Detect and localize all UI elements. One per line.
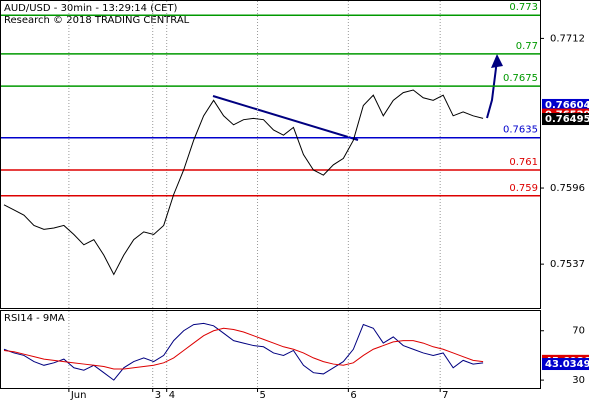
trend-line: [212, 95, 359, 141]
x-tick-label: 4: [169, 390, 175, 400]
x-tick-label: 3: [155, 390, 161, 400]
y-tick-label: 30: [572, 375, 585, 386]
x-tick-label: 6: [350, 390, 356, 400]
x-tick-label: 7: [442, 390, 448, 400]
main-frame: [0, 0, 541, 309]
price-line: [3, 322, 484, 381]
level-label: 0.759: [509, 183, 538, 194]
y-tick-label: 0.7712: [550, 33, 585, 44]
price-tag-label: 0.76495: [545, 114, 590, 125]
price-line: [3, 89, 484, 276]
price-tag: [542, 358, 589, 371]
price-tag: [542, 113, 589, 126]
x-tick-label: Jun: [70, 390, 87, 400]
y-tick-label: 0.7537: [550, 259, 585, 270]
price-tag-label: 43.0349: [545, 359, 590, 370]
level-label: 0.773: [509, 2, 538, 13]
price-line: [3, 327, 484, 370]
rsi-frame: [0, 310, 541, 389]
chart-subtitle: Research © 2018 TRADING CENTRAL: [4, 15, 190, 26]
y-tick-label: 0.7596: [550, 183, 585, 194]
arrow-head: [491, 54, 503, 68]
rsi-title: RSI14 - 9MA: [4, 313, 65, 324]
price-tag-label: 0.76604: [545, 100, 590, 111]
x-tick-label: 5: [260, 390, 266, 400]
forecast-arrow: [486, 59, 498, 119]
level-label: 0.7675: [503, 73, 538, 84]
level-label: 0.77: [516, 41, 538, 52]
chart-title: AUD/USD - 30min - 13:29:14 (CET): [4, 3, 178, 14]
price-tag: [542, 98, 589, 111]
level-label: 0.7635: [503, 125, 538, 136]
level-label: 0.761: [509, 157, 538, 168]
y-tick-label: 70: [572, 326, 585, 337]
